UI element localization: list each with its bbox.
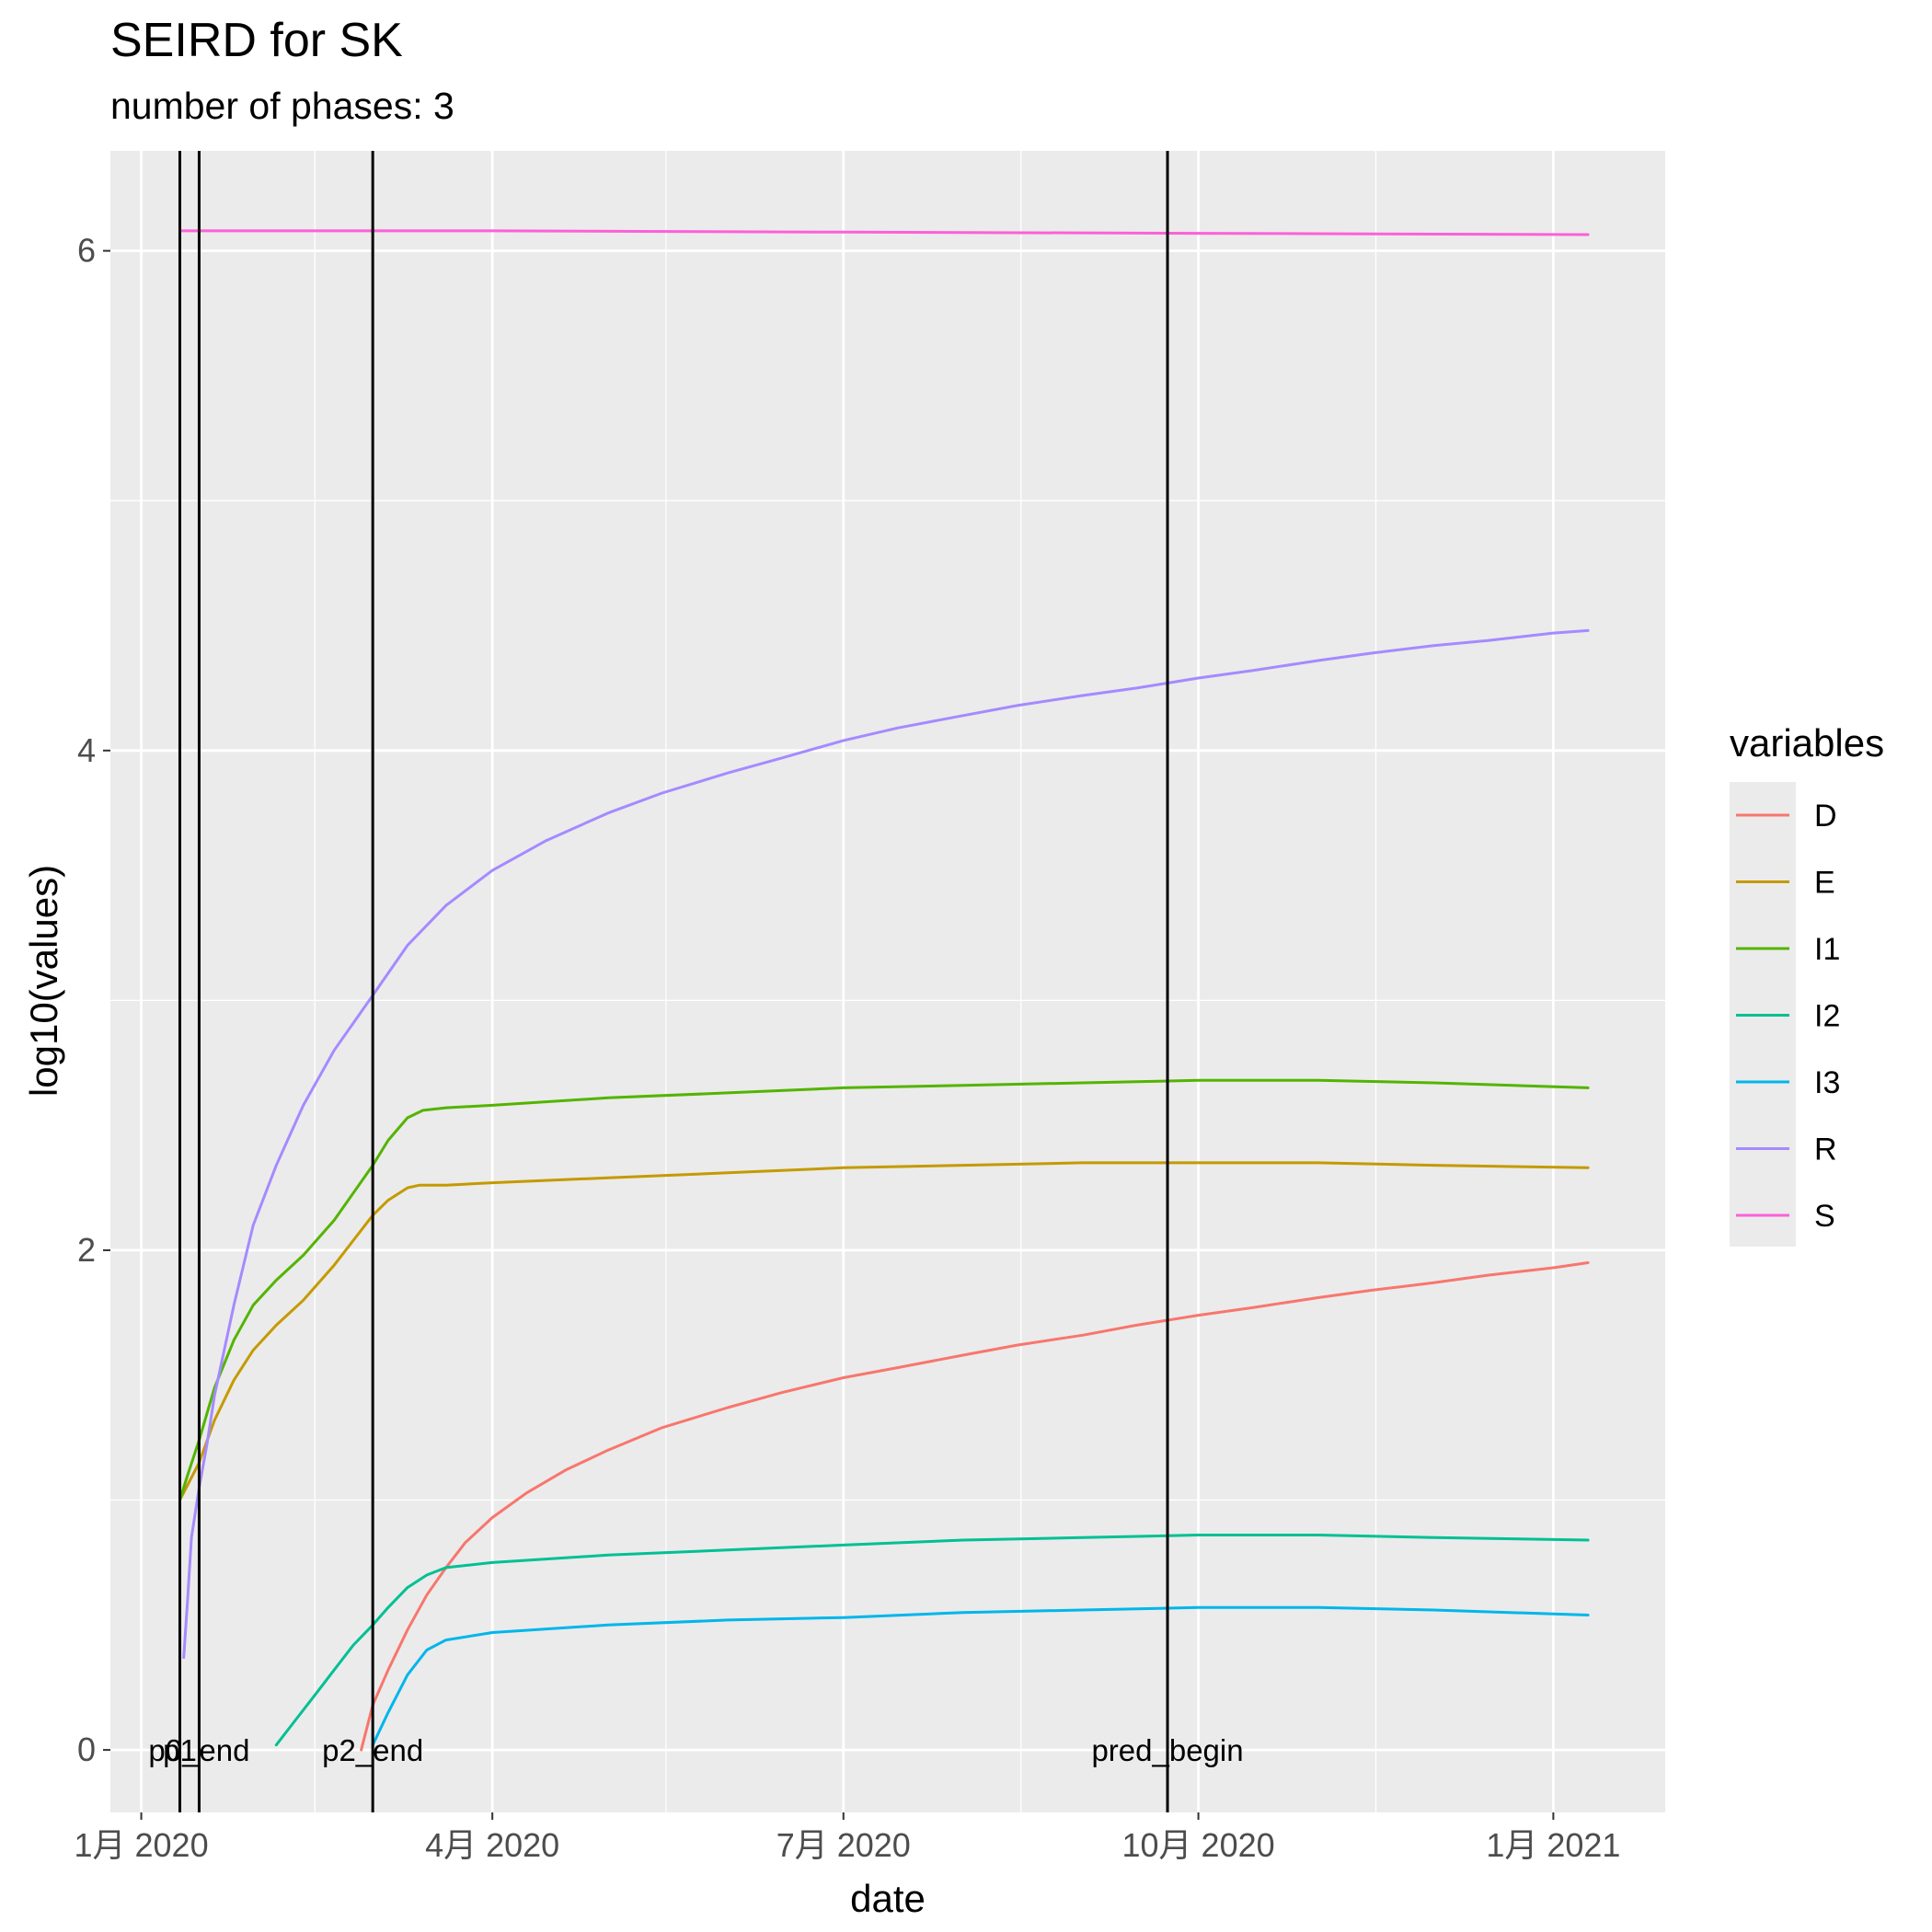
legend: variables DE I1 I2 I3 RS bbox=[1730, 721, 1884, 1247]
legend-label-i1: I1 bbox=[1814, 932, 1840, 967]
series-line-i3 bbox=[371, 1605, 1590, 1747]
y-tick-label: 2 bbox=[77, 1231, 96, 1269]
series-lines bbox=[178, 229, 1590, 1752]
y-tick-label: 6 bbox=[77, 232, 96, 270]
legend-label-e: E bbox=[1814, 866, 1835, 901]
series-line-d bbox=[360, 1261, 1590, 1752]
series-line-e bbox=[178, 1161, 1590, 1501]
series-line-i1 bbox=[178, 1078, 1590, 1501]
series-line-r bbox=[182, 628, 1590, 1660]
legend-label-s: S bbox=[1814, 1199, 1835, 1234]
x-tick-label: 10月 2020 bbox=[1122, 1826, 1275, 1864]
legend-label-r: R bbox=[1814, 1133, 1837, 1167]
vline-label-pred_begin: pred_begin bbox=[1091, 1733, 1243, 1767]
legend-label-d: D bbox=[1814, 799, 1837, 834]
x-tick-label: 1月 2021 bbox=[1486, 1826, 1620, 1864]
legend-label-i2: I2 bbox=[1814, 999, 1840, 1034]
axes: 0 2 4 6 1月 2020 4月 2020 7月 2020 10月 2020 1月 2021 bbox=[74, 232, 1620, 1864]
chart-title: SEIRD for SK bbox=[110, 14, 403, 67]
vline-label-p0_end: p0_end bbox=[148, 1733, 249, 1767]
chart-subtitle: number of phases: 3 bbox=[110, 85, 454, 127]
y-tick-label: 4 bbox=[77, 731, 96, 769]
x-tick-label: 1月 2020 bbox=[74, 1826, 208, 1864]
x-axis-title: date bbox=[850, 1877, 926, 1920]
major-gridlines bbox=[110, 151, 1665, 1812]
legend-label-i3: I3 bbox=[1814, 1065, 1840, 1100]
vline-label-p1: p1 bbox=[163, 1733, 197, 1767]
series-line-s bbox=[178, 229, 1590, 236]
plot-panel-background bbox=[110, 151, 1665, 1812]
y-axis-title: log10(values) bbox=[22, 865, 65, 1097]
x-tick-label: 7月 2020 bbox=[776, 1826, 911, 1864]
legend-title: variables bbox=[1730, 721, 1884, 765]
x-tick-label: 4月 2020 bbox=[425, 1826, 559, 1864]
vline-label-p2_end: p2_end bbox=[322, 1733, 423, 1767]
series-line-i2 bbox=[274, 1534, 1590, 1747]
y-tick-label: 0 bbox=[77, 1731, 96, 1768]
